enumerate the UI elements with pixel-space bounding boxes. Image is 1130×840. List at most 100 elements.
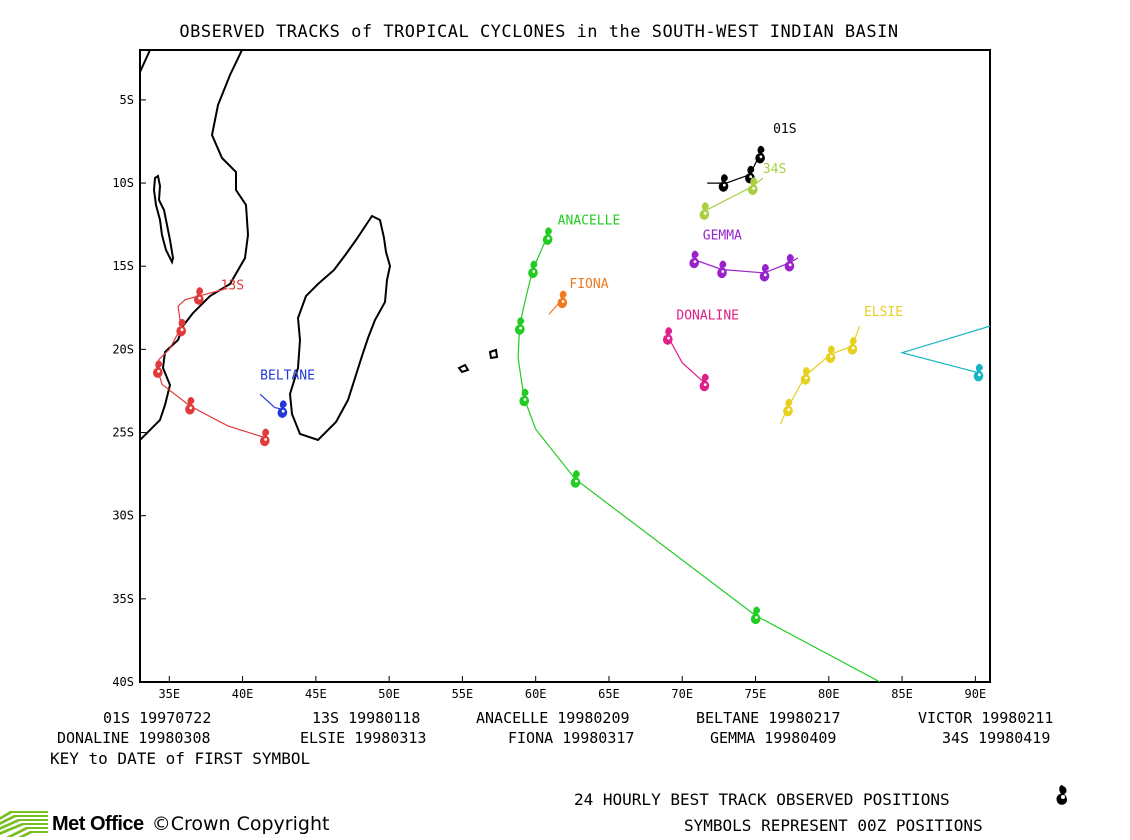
cyclone-position-anacelle (515, 317, 525, 335)
lake-tanganyika (152, 174, 175, 265)
cyclone-position-13s (153, 360, 163, 378)
lat-tick-label: 5S (120, 93, 134, 107)
cyclone-position-donaline (663, 327, 673, 345)
track-label-13s: 13S (221, 278, 244, 293)
cyclone-position-victor (973, 363, 984, 382)
map-frame (139, 49, 991, 683)
track-victor (899, 325, 990, 382)
lon-tick-label: 60E (525, 687, 547, 701)
lat-tick-label: 35S (112, 592, 134, 606)
reunion-island (457, 363, 470, 374)
cyclone-position-donaline (699, 373, 710, 392)
key-entry-fiona: FIONA 19980317 (508, 729, 635, 747)
coastline (140, 50, 499, 442)
track-line-gemma (691, 254, 799, 274)
key-entry-gemma: GEMMA 19980409 (710, 729, 837, 747)
lon-tick-label: 65E (598, 687, 620, 701)
key-entry-anacelle: ANACELLE 19980209 (476, 709, 630, 727)
track-line-beltane (259, 393, 283, 410)
cyclone-position-elsie (847, 337, 858, 355)
track-label-beltane: BELTANE (260, 368, 315, 383)
track-gemma: GEMMA (689, 229, 799, 282)
cyclone-position-13s (194, 287, 204, 305)
cyclone-position-gemma (689, 250, 699, 269)
track-label-donaline: DONALINE (676, 308, 739, 323)
cyclone-position-34s (699, 202, 710, 220)
key-entry-donaline: DONALINE 19980308 (57, 729, 211, 747)
cyclone-position-fiona (557, 290, 568, 309)
cyclone-position-anacelle (528, 260, 538, 279)
lon-tick-label: 35E (158, 687, 180, 701)
track-line-donaline (667, 335, 705, 384)
map-title: OBSERVED TRACKS of TROPICAL CYCLONES in … (179, 22, 899, 42)
cyclone-position-anacelle (542, 227, 553, 245)
cyclone-position-anacelle (519, 388, 529, 407)
cyclone-position-elsie (800, 367, 811, 385)
track-label-fiona: FIONA (569, 277, 608, 292)
footer-line-1: 24 HOURLY BEST TRACK OBSERVED POSITIONS (574, 790, 950, 809)
cyclone-tracks: 01S 34S ANACELLE FIONA GEMMA DONALINE ELSIE BEL… (153, 122, 990, 682)
map-axes: 35E 40E 45E 50E 55E 60E 65E 70E 75E 80E 85E 90E 5S 10… (112, 93, 986, 701)
cyclone-symbol-icon (1056, 785, 1067, 805)
lon-tick-label: 50E (378, 687, 400, 701)
track-label-01s: 01S (773, 122, 796, 137)
cyclone-position-gemma (717, 260, 727, 279)
track-34s: 34S (699, 162, 786, 220)
mauritius-island (488, 348, 499, 360)
cyclone-position-01s (718, 174, 729, 192)
track-anacelle: ANACELLE (515, 214, 881, 682)
lon-tick-label: 90E (965, 687, 987, 701)
track-line-victor (899, 325, 990, 374)
cyclone-position-gemma (784, 253, 795, 272)
lon-tick-label: 70E (671, 687, 693, 701)
track-label-anacelle: ANACELLE (558, 214, 621, 229)
cyclone-position-beltane (277, 400, 288, 418)
track-label-elsie: ELSIE (864, 305, 903, 320)
lon-tick-label: 45E (305, 687, 327, 701)
footer-line-2: SYMBOLS REPRESENT 00Z POSITIONS (684, 816, 983, 835)
key-entry-beltane: BELTANE 19980217 (696, 709, 841, 727)
key-entry-13s: 13S 19980118 (312, 709, 421, 727)
cyclone-position-anacelle (570, 470, 581, 488)
lat-tick-label: 20S (112, 342, 134, 356)
lon-tick-label: 85E (891, 687, 913, 701)
cyclone-position-anacelle (750, 606, 761, 625)
met-office-stripes-icon (0, 811, 48, 837)
track-line-anacelle (517, 232, 881, 682)
cyclone-position-34s (748, 177, 758, 196)
madagascar-coastline (288, 214, 392, 442)
cyclone-position-13s (185, 396, 195, 415)
key-entry-victor: VICTOR 19980211 (918, 709, 1054, 727)
lat-tick-label: 10S (112, 176, 134, 190)
lon-tick-label: 40E (232, 687, 254, 701)
key-entry-elsie: ELSIE 19980313 (300, 729, 427, 747)
lon-tick-label: 75E (745, 687, 767, 701)
cyclone-position-gemma (759, 263, 770, 282)
copyright-text: ©Crown Copyright (151, 813, 330, 835)
lon-tick-label: 55E (452, 687, 474, 701)
cyclone-position-01s (755, 145, 765, 164)
lat-tick-label: 30S (112, 509, 134, 523)
track-beltane: BELTANE (259, 368, 315, 418)
track-line-01s (707, 154, 761, 184)
cyclone-position-13s (176, 318, 186, 337)
track-13s: 13S (153, 278, 270, 447)
key-title: KEY to DATE of FIRST SYMBOL (50, 749, 311, 768)
cyclone-position-elsie (783, 398, 793, 417)
cyclone-position-elsie (825, 345, 836, 364)
lat-tick-label: 15S (112, 259, 134, 273)
lat-tick-label: 40S (112, 675, 134, 689)
met-office-brand: Met Office ©Crown Copyright (0, 808, 329, 840)
africa-coastline (140, 50, 250, 441)
track-donaline: DONALINE (663, 308, 739, 392)
met-office-logo-text: Met Office (52, 812, 144, 835)
track-fiona: FIONA (548, 277, 609, 315)
key-entry-01s: 01S 19970722 (103, 709, 212, 727)
lat-tick-label: 25S (112, 426, 134, 440)
track-label-34s: 34S (763, 162, 786, 177)
lon-tick-label: 80E (818, 687, 840, 701)
track-label-gemma: GEMMA (703, 229, 742, 244)
cyclone-position-13s (260, 428, 270, 447)
track-line-13s (156, 288, 265, 439)
